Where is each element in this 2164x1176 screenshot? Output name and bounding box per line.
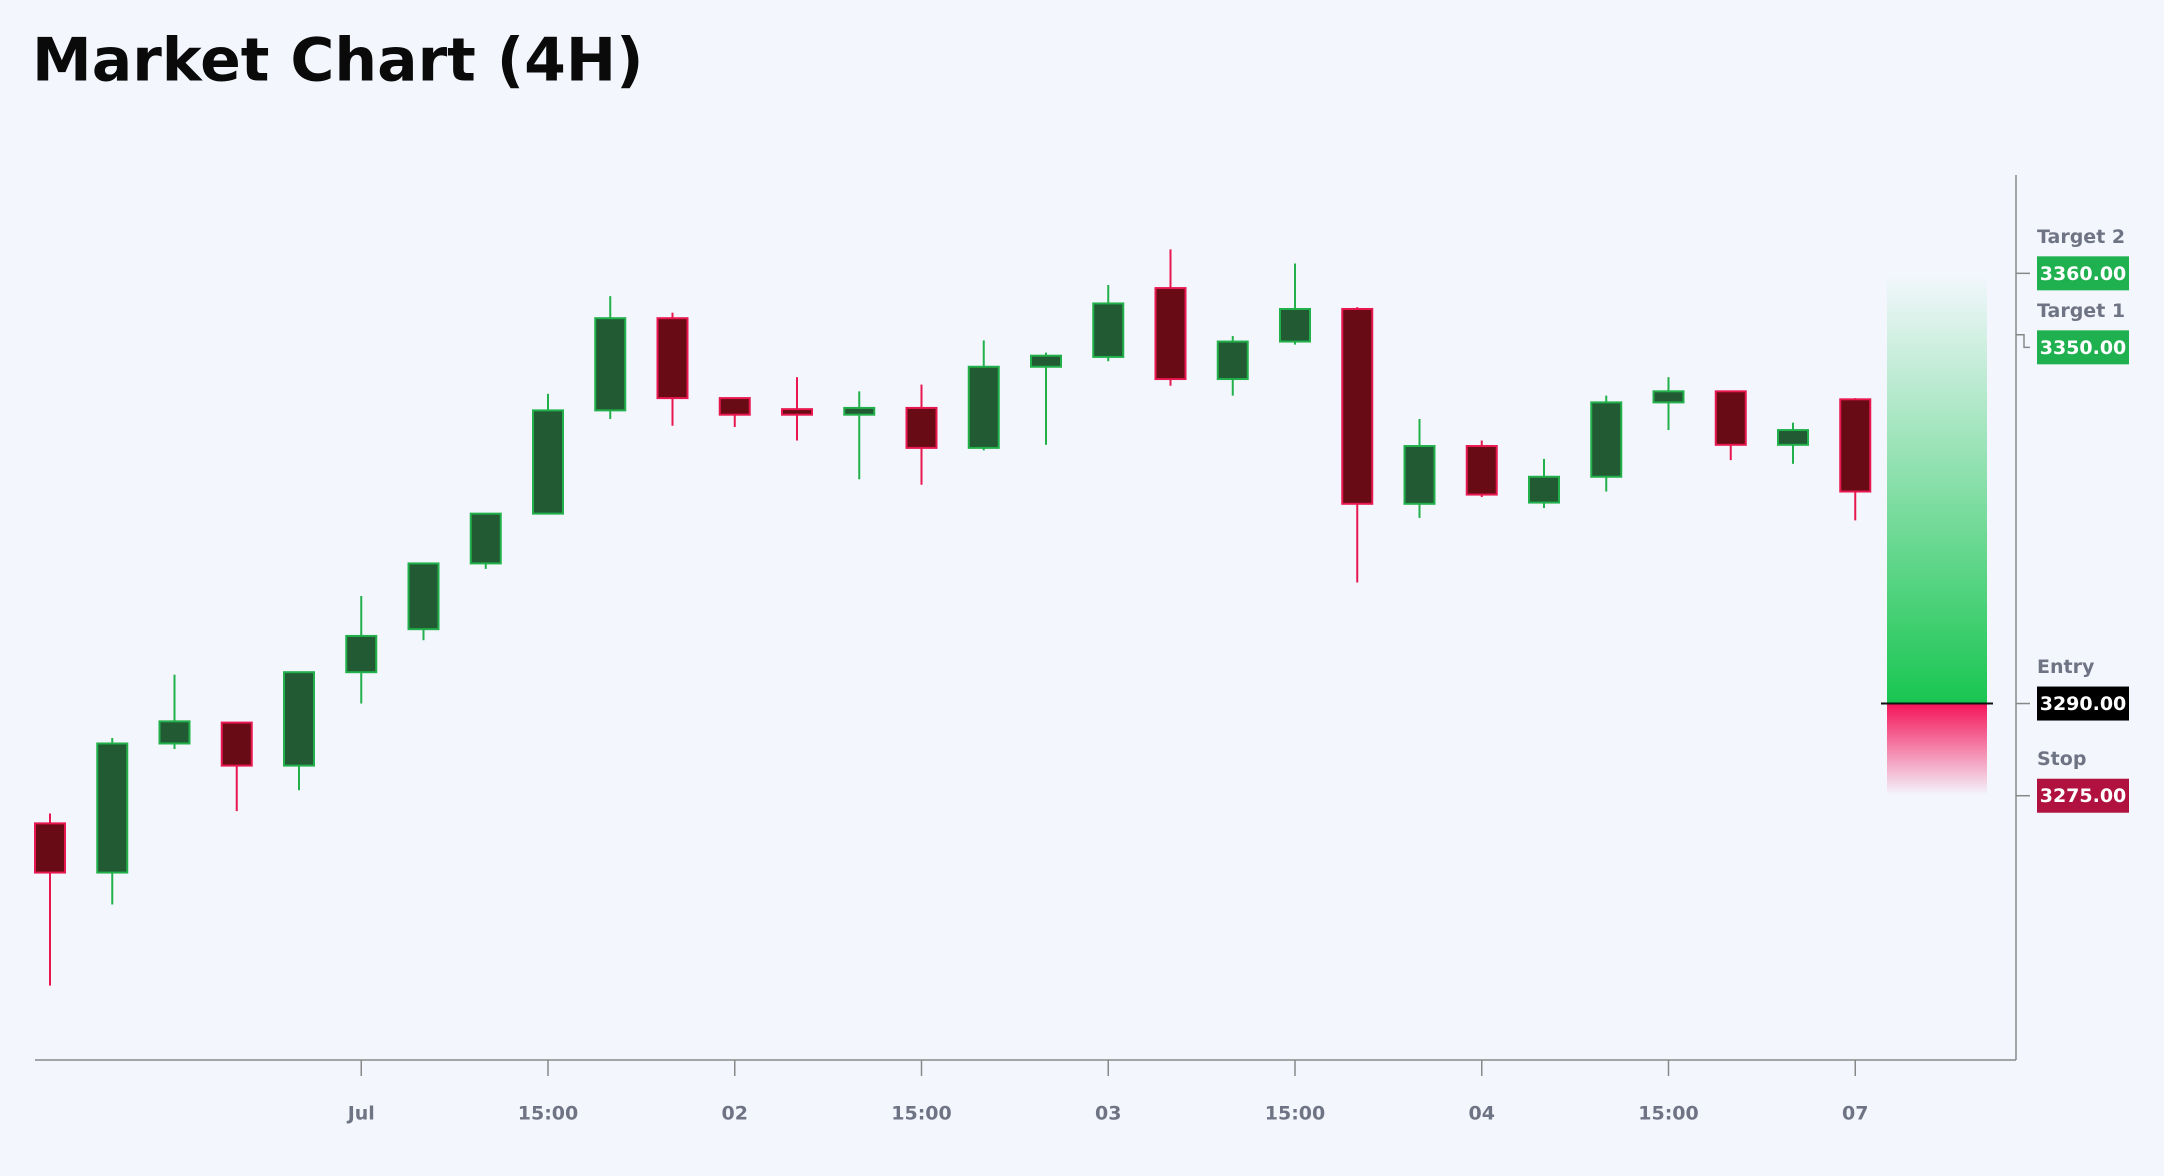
level-name: Stop — [2037, 748, 2086, 770]
candle-body — [843, 406, 876, 416]
level-value: 3275.00 — [2040, 785, 2127, 807]
profit-zone — [1887, 273, 1987, 704]
candle-body — [345, 634, 378, 674]
candle-body — [158, 720, 191, 745]
candle-body — [905, 406, 938, 449]
candle-body — [967, 365, 1000, 449]
candle-body — [1777, 429, 1809, 446]
candle-body — [594, 317, 627, 412]
level-name: Target 2 — [2037, 226, 2125, 248]
candle-body — [1839, 398, 1872, 493]
candle-body — [1341, 307, 1374, 505]
candle-body — [96, 742, 129, 874]
level-connector — [2016, 334, 2030, 349]
candle-body — [1590, 401, 1623, 478]
x-tick-label: 15:00 — [891, 1103, 951, 1125]
level-badge — [2037, 330, 2129, 365]
x-tick-label: 15:00 — [1265, 1103, 1325, 1125]
candle-body — [1092, 302, 1125, 358]
candle-body — [1714, 390, 1747, 446]
loss-zone — [1887, 703, 1987, 796]
candle-body — [1652, 390, 1685, 404]
candle-body — [220, 721, 253, 767]
candle-body — [532, 409, 564, 515]
level-badge — [2037, 686, 2129, 721]
level-badge — [2037, 778, 2129, 813]
candle-body — [1465, 445, 1498, 496]
candle-body — [1279, 307, 1311, 343]
candle-body — [718, 397, 751, 416]
level-badge — [2037, 256, 2129, 291]
x-tick-label: 15:00 — [518, 1103, 578, 1125]
candle-body — [1403, 445, 1436, 505]
level-name: Entry — [2037, 656, 2095, 678]
level-name: Target 1 — [2037, 300, 2125, 322]
x-tick-label: 15:00 — [1638, 1103, 1698, 1125]
candle-body — [1528, 475, 1560, 504]
candle-body — [469, 512, 502, 565]
x-tick-label: 02 — [722, 1103, 748, 1125]
x-tick-label: 04 — [1469, 1103, 1495, 1125]
level-value: 3360.00 — [2040, 263, 2127, 285]
candle-body — [407, 562, 440, 631]
x-tick-label: 07 — [1842, 1103, 1868, 1125]
level-value: 3290.00 — [2040, 693, 2127, 715]
candle-body — [283, 671, 315, 767]
candle-body — [1030, 354, 1062, 368]
chart-title: Market Chart (4H) — [32, 26, 644, 96]
x-tick-label: 03 — [1095, 1103, 1121, 1125]
candle-body — [656, 317, 689, 400]
candle-body — [1216, 340, 1249, 381]
level-value: 3350.00 — [2040, 337, 2127, 359]
candle-body — [781, 408, 813, 416]
candle-body — [1154, 287, 1187, 381]
x-tick-label: Jul — [346, 1103, 375, 1125]
candle-body — [34, 822, 66, 874]
